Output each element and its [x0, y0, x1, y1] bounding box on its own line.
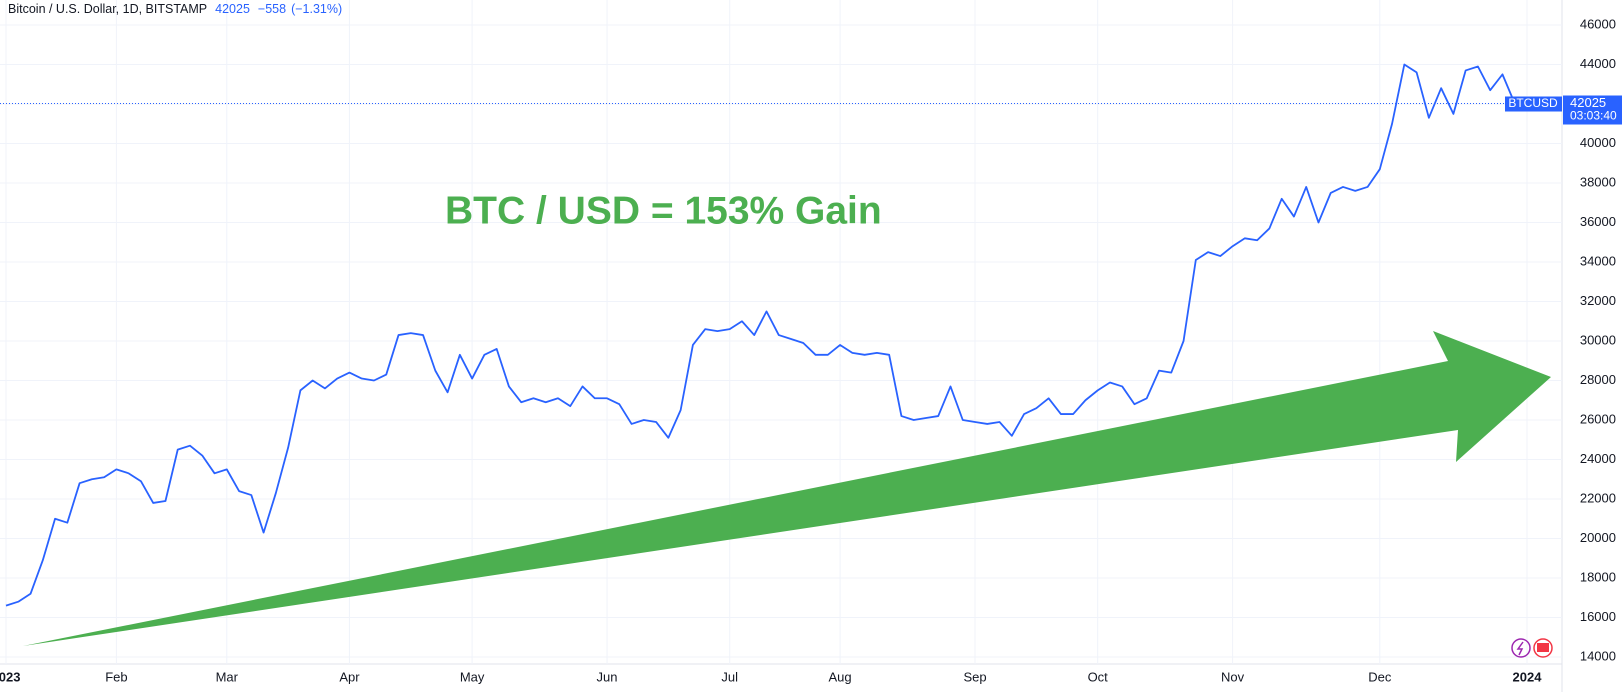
y-tick-label: 40000: [1580, 135, 1616, 150]
x-tick-label: Oct: [1088, 669, 1109, 684]
event-icon[interactable]: [1511, 638, 1531, 658]
y-tick-label: 34000: [1580, 253, 1616, 268]
x-tick-label: May: [460, 669, 485, 684]
x-tick-label: Apr: [339, 669, 360, 684]
x-tick-label: Nov: [1221, 669, 1245, 684]
header: Bitcoin / U.S. Dollar, 1D, BITSTAMP 42025…: [8, 2, 342, 16]
x-tick-label: Jun: [597, 669, 618, 684]
x-tick-label: Jul: [721, 669, 738, 684]
price-line: [5, 63, 1516, 607]
x-tick-label: Aug: [829, 669, 852, 684]
y-tick-label: 36000: [1580, 214, 1616, 229]
header-price: 42025: [215, 2, 250, 16]
grid: [0, 0, 1562, 664]
y-tick-label: 24000: [1580, 451, 1616, 466]
x-tick-label: Dec: [1368, 669, 1392, 684]
y-tick-label: 30000: [1580, 332, 1616, 347]
x-tick-label: Feb: [105, 669, 127, 684]
header-change-percent: (−1.31%): [291, 2, 342, 16]
annotation: BTC / USD = 153% Gain: [445, 189, 882, 232]
x-tick-label: Sep: [963, 669, 986, 684]
y-tick-label: 16000: [1580, 609, 1616, 624]
price-label: 42025: [1570, 95, 1606, 110]
flag-icon: [1537, 643, 1549, 652]
y-tick-label: 22000: [1580, 490, 1616, 505]
header-change: −558: [258, 2, 286, 16]
y-tick-label: 32000: [1580, 293, 1616, 308]
y-tick-label: 26000: [1580, 411, 1616, 426]
symbol-label-box: [1505, 96, 1562, 112]
x-tick-label: 2024: [1513, 669, 1543, 684]
y-tick-label: 46000: [1580, 16, 1616, 31]
y-tick-label: 20000: [1580, 530, 1616, 545]
y-tick-label: 38000: [1580, 174, 1616, 189]
y-tick-label: 44000: [1580, 56, 1616, 71]
plot: [0, 63, 1562, 607]
price-label-box: [1563, 95, 1622, 125]
x-tick-label: 2023: [0, 669, 20, 684]
countdown-label: 03:03:40: [1570, 109, 1617, 123]
symbol-label: BTCUSD: [1508, 96, 1558, 110]
event-icon-bolt: [1516, 641, 1524, 656]
x-tick-label: Mar: [216, 669, 239, 684]
trend-arrow: [23, 331, 1551, 646]
symbol-description: Bitcoin / U.S. Dollar, 1D, BITSTAMP: [8, 2, 207, 16]
y-tick-label: 18000: [1580, 569, 1616, 584]
y-tick-label: 14000: [1580, 648, 1616, 663]
y-tick-label: 28000: [1580, 372, 1616, 387]
